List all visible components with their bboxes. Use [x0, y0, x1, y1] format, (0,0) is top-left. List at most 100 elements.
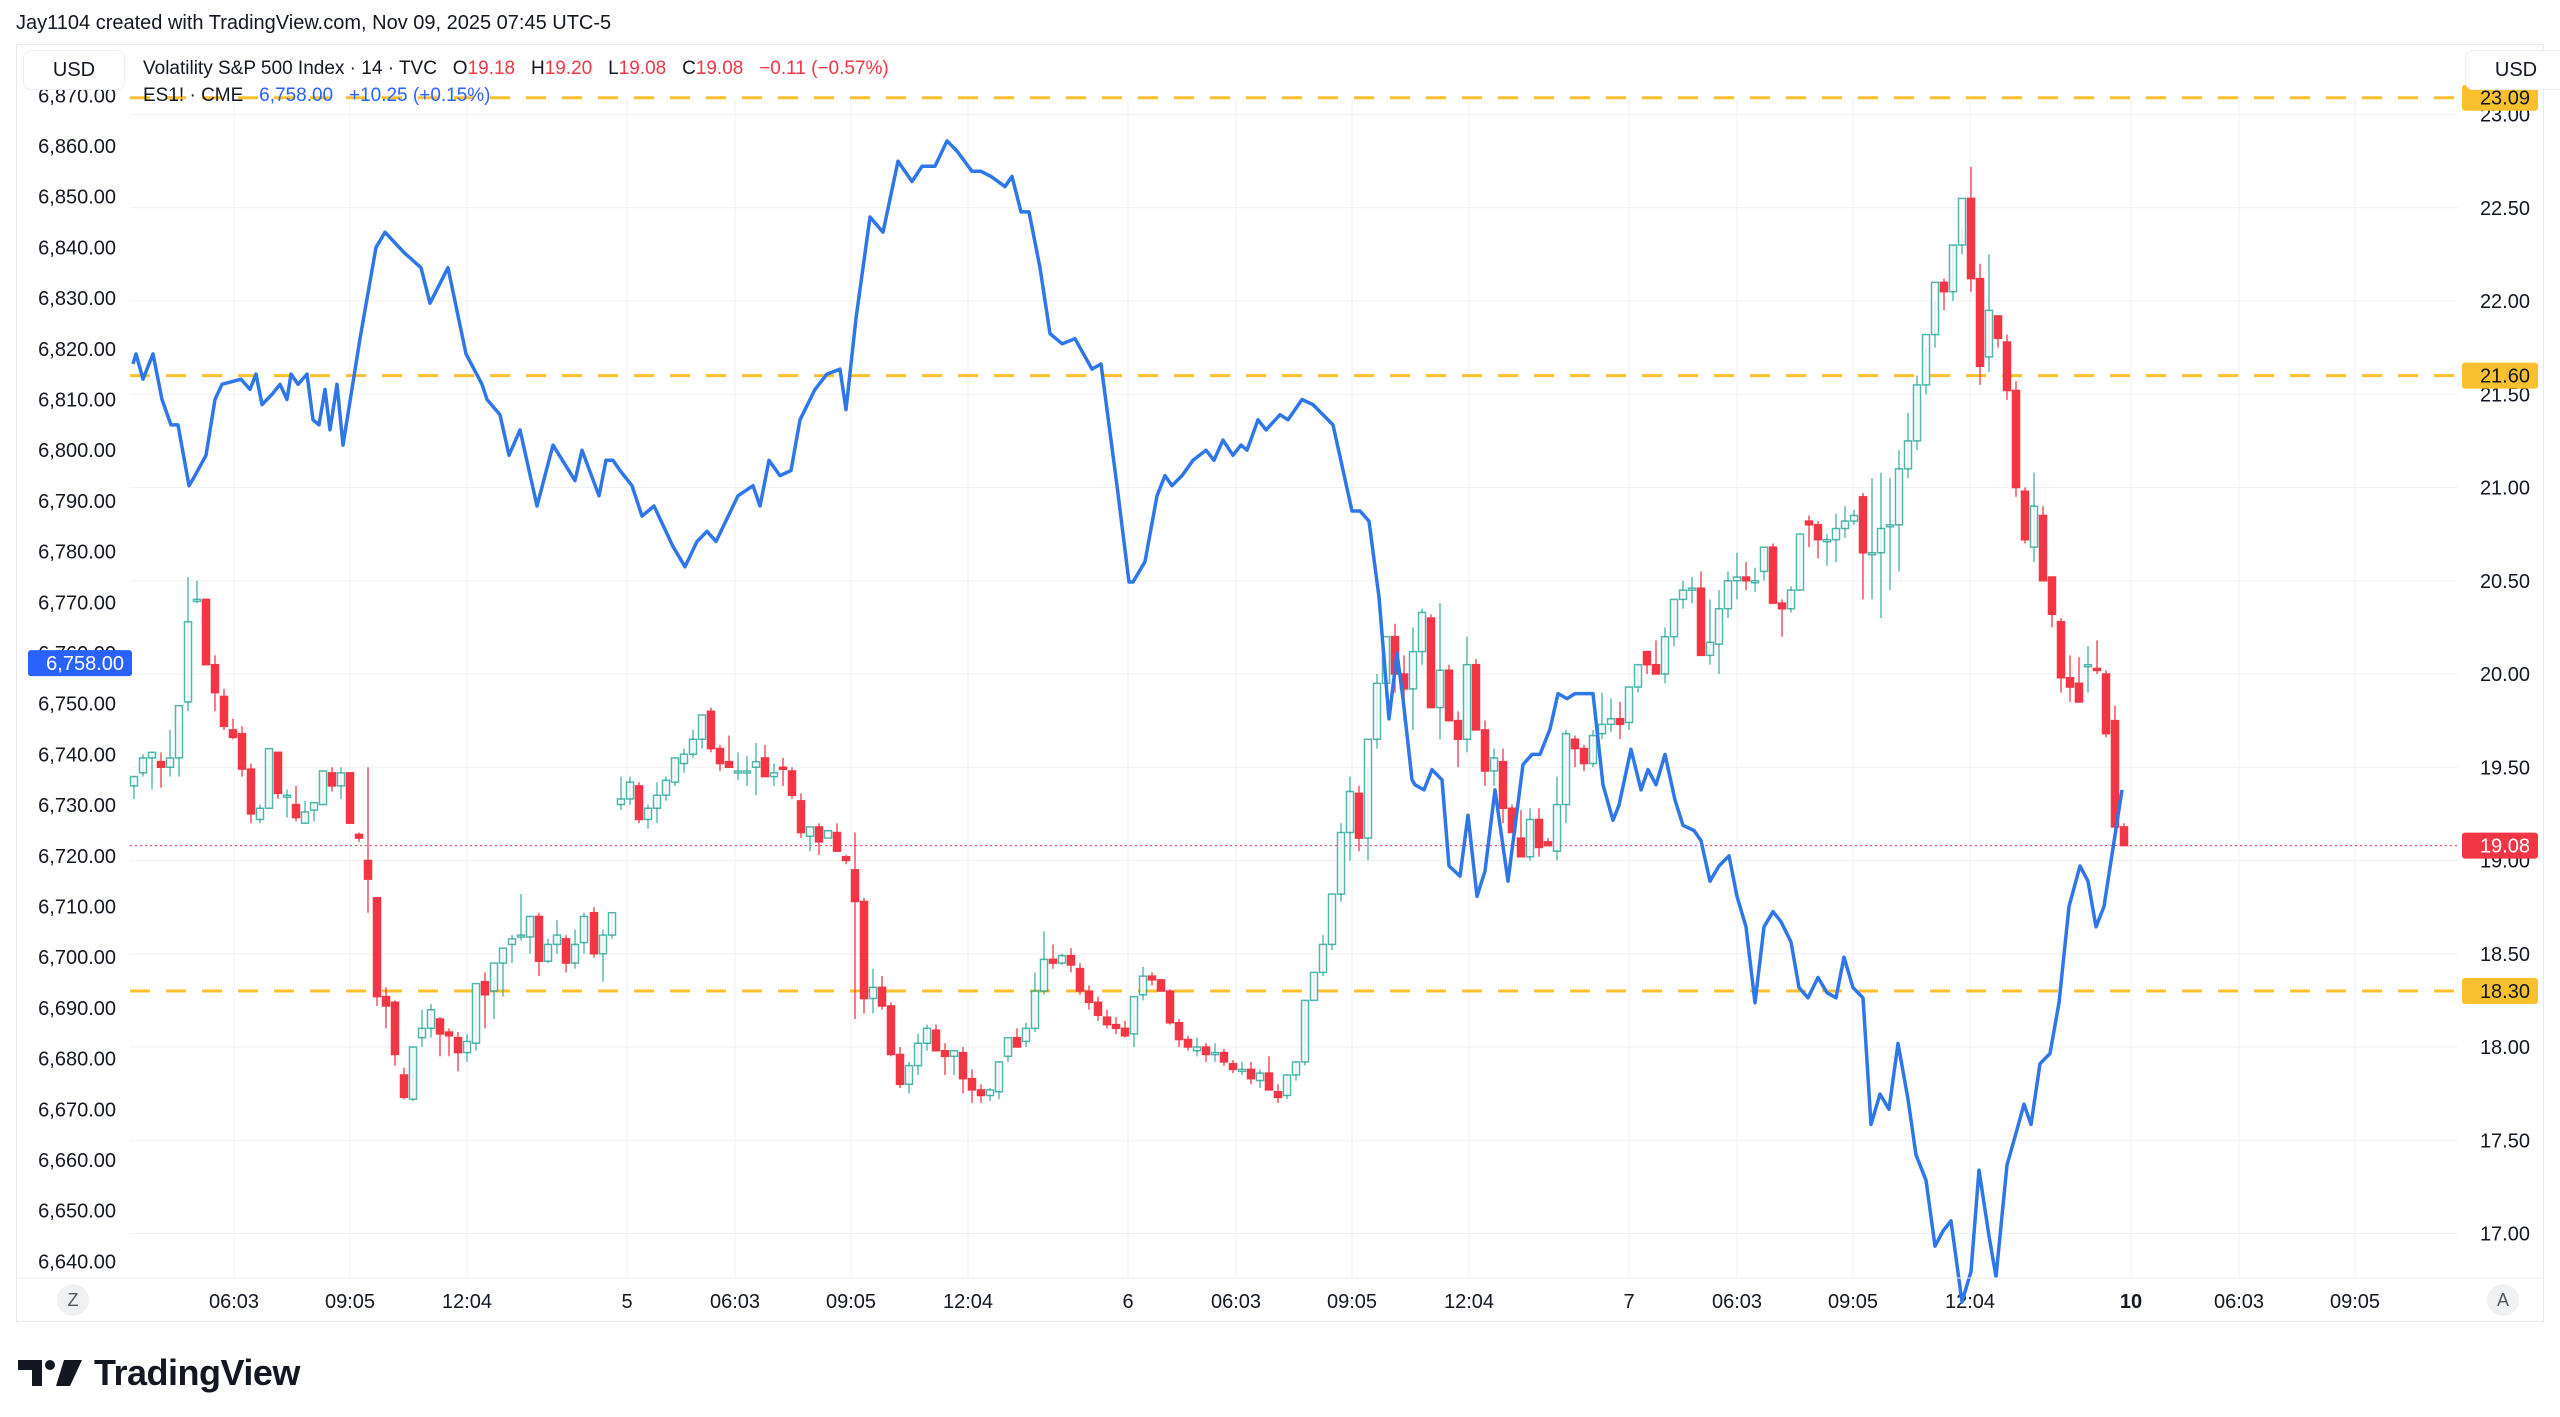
candle: [1615, 701, 1625, 740]
horizontal-levels[interactable]: [130, 96, 2458, 993]
candle: [1138, 966, 1148, 1001]
candle: [570, 929, 580, 969]
left-currency-label: USD: [52, 58, 96, 81]
low-label: L: [608, 58, 619, 79]
candle: [1930, 281, 1940, 348]
candle: [2029, 472, 2039, 563]
right-axis-tick: 17.00: [2480, 1224, 2530, 1246]
left-axis-tick: 6,670.00: [38, 1099, 116, 1121]
candle: [1444, 664, 1454, 722]
candle: [886, 1002, 896, 1057]
candle: [1975, 263, 1985, 385]
time-axis-tick: 09:05: [1828, 1291, 1878, 1313]
candle: [1057, 953, 1067, 965]
candle: [1048, 944, 1058, 969]
candle: [1894, 450, 1904, 572]
candle: [543, 938, 553, 964]
candle: [1597, 692, 1607, 740]
candle: [1192, 1037, 1202, 1057]
left-axis-tick: 6,650.00: [38, 1201, 116, 1223]
candle: [147, 751, 157, 790]
left-axis-tick: 6,680.00: [38, 1049, 116, 1071]
time-axis-tick: 10: [2120, 1291, 2142, 1313]
candle: [625, 776, 635, 805]
candle: [1858, 493, 1868, 600]
candle: [1939, 278, 1949, 311]
right-axis-tick: 20.50: [2480, 571, 2530, 593]
auto-scale-button[interactable]: A: [2487, 1284, 2519, 1316]
candle: [616, 776, 626, 811]
candle: [1363, 738, 1373, 861]
right-scale-currency-button[interactable]: USD: [2465, 50, 2560, 90]
time-axis[interactable]: 06:03 09:05 12:04 5 06:03 09:05 12:04 6 06:03 09:…: [209, 1291, 2380, 1313]
candle: [940, 1043, 950, 1075]
es1-line[interactable]: [131, 139, 2124, 1304]
left-axis-tick: 6,740.00: [38, 744, 116, 766]
time-axis-tick: 12:04: [1945, 1291, 1995, 1313]
left-axis-tick: 6,750.00: [38, 694, 116, 716]
time-axis-tick: 09:05: [2330, 1291, 2380, 1313]
svg-text:19.08: 19.08: [2480, 836, 2530, 858]
candle: [913, 1033, 923, 1075]
candle: [318, 770, 328, 806]
tradingview-logo-text: TradingView: [94, 1352, 300, 1393]
candle: [688, 729, 698, 758]
time-axis-tick: 06:03: [1712, 1291, 1762, 1313]
candle: [1102, 1009, 1112, 1029]
candle: [706, 707, 716, 753]
candle: [1300, 999, 1310, 1066]
left-price-axis[interactable]: 6,870.00 6,860.00 6,850.00 6,840.00 6,830.00…: [38, 85, 116, 1273]
time-axis-tick: 5: [621, 1291, 632, 1313]
left-axis-tick: 6,850.00: [38, 187, 116, 209]
candle: [219, 688, 229, 730]
overlay-series-legend[interactable]: ES1! · CME 6,758.00 +10.25 (+0.15%): [143, 85, 491, 107]
time-axis-tick: 09:05: [826, 1291, 876, 1313]
left-axis-tick: 6,710.00: [38, 897, 116, 919]
main-series-legend[interactable]: Volatility S&P 500 Index · 14 · TVC O19.…: [143, 58, 889, 80]
left-axis-tick: 6,830.00: [38, 288, 116, 310]
time-axis-tick: 7: [1623, 1291, 1634, 1313]
es-price-tag: 6,758.00: [28, 650, 132, 677]
candle: [210, 655, 220, 712]
candle: [1516, 810, 1526, 858]
vix-candles[interactable]: [129, 166, 2129, 1103]
candle: [1111, 1017, 1121, 1034]
candle: [1768, 543, 1778, 604]
tradingview-logo-icon: [18, 1360, 82, 1386]
candle: [1498, 748, 1508, 824]
candle: [1345, 776, 1355, 861]
candle: [1678, 580, 1688, 609]
candle: [1777, 599, 1787, 637]
candle: [2056, 618, 2066, 693]
candle: [895, 1047, 905, 1089]
candle: [1012, 1028, 1022, 1048]
candle: [1561, 729, 1571, 824]
left-axis-tick: 6,770.00: [38, 592, 116, 614]
candle: [1795, 533, 1805, 591]
candle: [1705, 599, 1715, 665]
candle: [1543, 838, 1553, 847]
candle: [1174, 1019, 1184, 1047]
right-price-axis[interactable]: 23.0022.5022.0021.5021.0020.5020.0019.50…: [2480, 105, 2530, 1246]
candle: [228, 718, 238, 740]
candle: [1831, 513, 1841, 563]
time-axis-tick: 06:03: [1211, 1291, 1261, 1313]
candle: [1840, 506, 1850, 538]
svg-text:6,758.00: 6,758.00: [46, 653, 124, 675]
overlay-price: 6,758.00: [259, 85, 334, 106]
candle: [282, 789, 292, 818]
candle: [579, 912, 589, 954]
candle: [778, 757, 788, 786]
candle: [525, 915, 535, 954]
auto-scale-label: A: [2496, 1289, 2509, 1310]
timezone-toggle-button[interactable]: Z: [57, 1284, 89, 1316]
candle: [715, 744, 725, 771]
candle: [661, 776, 671, 801]
left-axis-tick: 6,660.00: [38, 1150, 116, 1172]
candle: [922, 1024, 932, 1051]
main-series-name: Volatility S&P 500 Index · 14 · TVC: [143, 58, 437, 79]
left-scale-currency-button[interactable]: USD: [23, 50, 125, 90]
candle: [1093, 996, 1103, 1021]
candle: [192, 580, 202, 604]
